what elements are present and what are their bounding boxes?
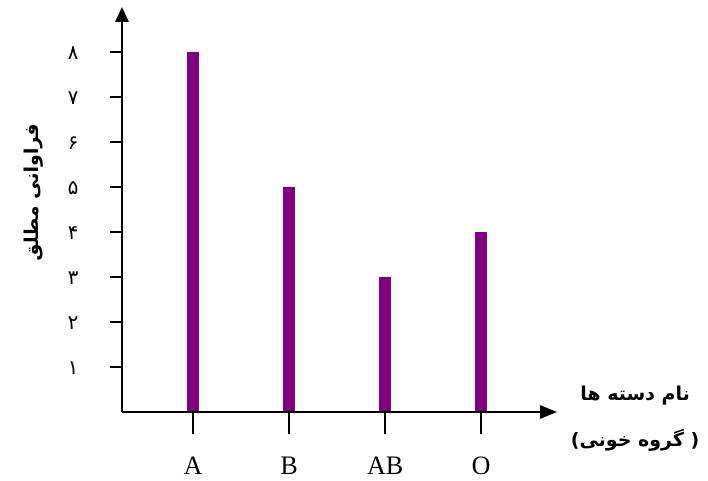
- y-tick-label: ۵: [68, 175, 79, 199]
- y-tick-label: ۳: [68, 265, 79, 289]
- x-axis-arrow: [540, 405, 557, 419]
- y-ticks-layer: ۱ ۲ ۳ ۴ ۵ ۶ ۷ ۸: [68, 40, 122, 379]
- y-tick-label: ۶: [68, 130, 79, 154]
- y-tick-label: ۸: [68, 40, 79, 64]
- y-tick-label: ۱: [68, 355, 79, 379]
- y-axis-arrow: [115, 7, 129, 22]
- bar-b: [283, 187, 295, 412]
- x-category-label-b: B: [280, 451, 297, 480]
- x-axis-title-line2: ( گروه خونی): [571, 428, 699, 451]
- y-tick-label: ۴: [68, 220, 79, 244]
- x-category-label-o: O: [472, 451, 491, 480]
- x-axis-title-line1: نام دسته ها: [580, 383, 689, 405]
- x-category-label-ab: AB: [367, 451, 403, 480]
- bars-layer: [187, 52, 487, 412]
- x-ticks-layer: A B AB O: [184, 412, 491, 480]
- bar-ab: [379, 277, 391, 412]
- y-tick-label: ۲: [68, 310, 79, 334]
- x-category-label-a: A: [184, 451, 203, 480]
- y-tick-label: ۷: [68, 85, 79, 109]
- y-axis-title: فراوانی مطلق: [21, 123, 43, 260]
- bar-o: [475, 232, 487, 412]
- bar-a: [187, 52, 199, 412]
